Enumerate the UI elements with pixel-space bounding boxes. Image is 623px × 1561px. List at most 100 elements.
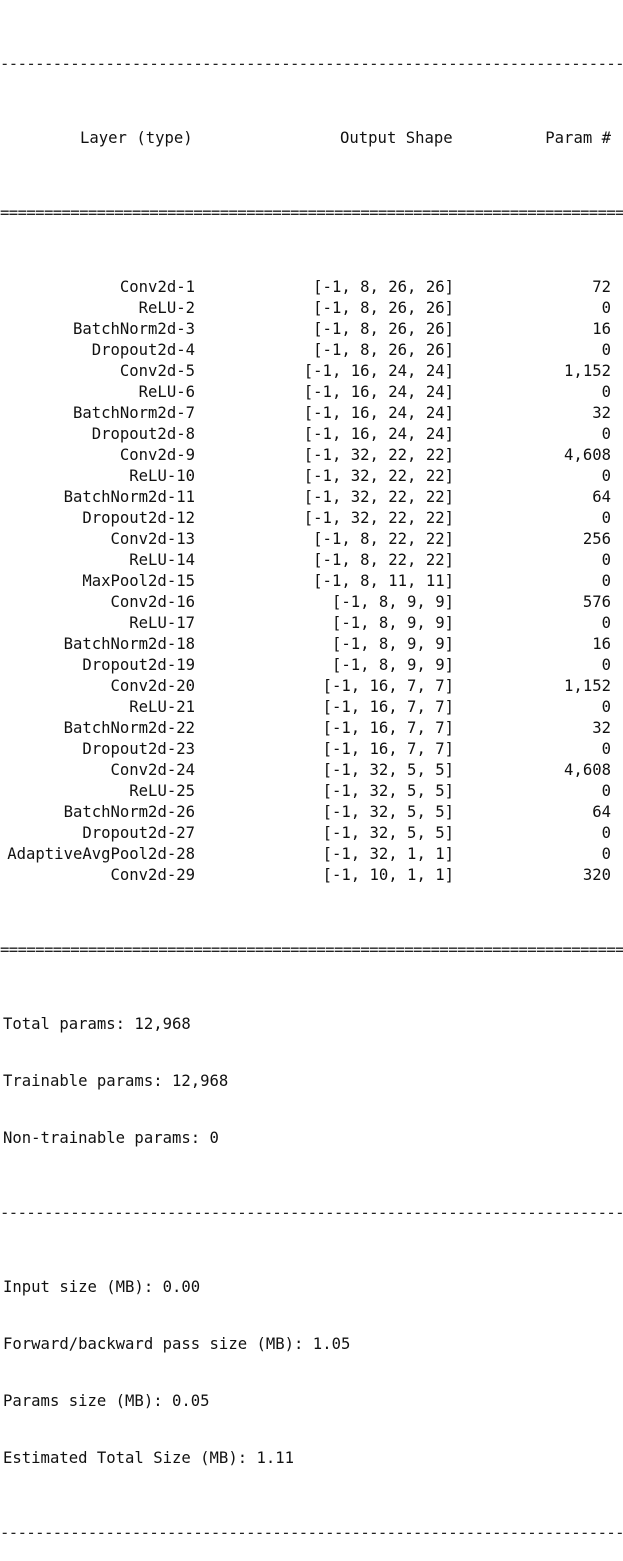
layer-row: Dropout2d-23 [-1, 16, 7, 7] 0 — [0, 739, 623, 760]
layer-name: Dropout2d-8 — [91, 425, 195, 443]
layer-row: Dropout2d-8 [-1, 16, 24, 24] 0 — [0, 424, 623, 445]
layer-output-shape: [-1, 8, 26, 26] — [313, 299, 454, 317]
layer-row: ReLU-21 [-1, 16, 7, 7] 0 — [0, 697, 623, 718]
layer-name: Conv2d-9 — [119, 446, 195, 464]
layer-param-count: 256 — [582, 530, 611, 548]
layer-name: Dropout2d-19 — [82, 656, 195, 674]
layer-name: Dropout2d-27 — [82, 824, 195, 842]
header-row: Layer (type) Output Shape Param # — [0, 128, 623, 149]
layer-row: BatchNorm2d-26 [-1, 32, 5, 5] 64 — [0, 802, 623, 823]
separator-equal-footer: ========================================… — [0, 941, 623, 959]
layer-output-shape: [-1, 16, 24, 24] — [303, 425, 454, 443]
layer-param-count: 0 — [601, 845, 611, 863]
layer-param-count: 16 — [592, 320, 611, 338]
layer-param-count: 0 — [601, 614, 611, 632]
input-size: Input size (MB): 0.00 — [3, 1278, 201, 1296]
layer-row: Conv2d-24 [-1, 32, 5, 5] 4,608 — [0, 760, 623, 781]
layer-name: Conv2d-29 — [110, 866, 196, 884]
layer-name: ReLU-21 — [129, 698, 195, 716]
non-trainable-params: Non-trainable params: 0 — [3, 1129, 219, 1147]
layer-output-shape: [-1, 16, 24, 24] — [303, 404, 454, 422]
layer-output-shape: [-1, 16, 24, 24] — [303, 362, 454, 380]
layer-output-shape: [-1, 16, 7, 7] — [322, 698, 454, 716]
layer-output-shape: [-1, 16, 7, 7] — [322, 677, 454, 695]
layer-row: MaxPool2d-15 [-1, 8, 11, 11] 0 — [0, 571, 623, 592]
layer-row: BatchNorm2d-22 [-1, 16, 7, 7] 32 — [0, 718, 623, 739]
layer-output-shape: [-1, 32, 5, 5] — [322, 803, 454, 821]
layer-output-shape: [-1, 10, 1, 1] — [322, 866, 454, 884]
layer-param-count: 0 — [601, 551, 611, 569]
layer-output-shape: [-1, 32, 5, 5] — [322, 782, 454, 800]
layer-param-count: 0 — [601, 467, 611, 485]
layer-output-shape: [-1, 8, 26, 26] — [313, 320, 454, 338]
layer-row: Dropout2d-19 [-1, 8, 9, 9] 0 — [0, 655, 623, 676]
layer-param-count: 0 — [601, 509, 611, 527]
layer-param-count: 4,608 — [564, 446, 611, 464]
layer-row: ReLU-14 [-1, 8, 22, 22] 0 — [0, 550, 623, 571]
layer-param-count: 32 — [592, 719, 611, 737]
layer-output-shape: [-1, 16, 24, 24] — [303, 383, 454, 401]
total-params: Total params: 12,968 — [3, 1015, 191, 1033]
layer-name: Conv2d-13 — [110, 530, 196, 548]
layer-row: ReLU-6 [-1, 16, 24, 24] 0 — [0, 382, 623, 403]
layer-output-shape: [-1, 32, 22, 22] — [303, 467, 454, 485]
estimated-total-size: Estimated Total Size (MB): 1.11 — [3, 1449, 295, 1467]
layer-name: BatchNorm2d-26 — [63, 803, 195, 821]
layer-name: Conv2d-24 — [110, 761, 196, 779]
layer-param-count: 1,152 — [564, 362, 611, 380]
layer-output-shape: [-1, 8, 9, 9] — [331, 593, 454, 611]
layer-param-count: 576 — [582, 593, 611, 611]
separator-equal-header: ========================================… — [0, 204, 623, 222]
layer-param-count: 0 — [601, 656, 611, 674]
layer-row: Conv2d-1 [-1, 8, 26, 26] 72 — [0, 277, 623, 298]
layer-row: ReLU-25 [-1, 32, 5, 5] 0 — [0, 781, 623, 802]
separator-dash-bottom: ----------------------------------------… — [0, 1524, 623, 1542]
layer-row: Conv2d-5 [-1, 16, 24, 24] 1,152 — [0, 361, 623, 382]
layer-param-count: 32 — [592, 404, 611, 422]
layer-name: MaxPool2d-15 — [82, 572, 195, 590]
header-param-count: Param # — [545, 129, 611, 147]
layer-name: BatchNorm2d-11 — [63, 488, 195, 506]
layer-table-body: Conv2d-1 [-1, 8, 26, 26] 72 ReLU-2 [-1, 8, 2… — [0, 277, 623, 886]
layer-param-count: 0 — [601, 341, 611, 359]
params-size: Params size (MB): 0.05 — [3, 1392, 210, 1410]
layer-name: ReLU-2 — [138, 299, 195, 317]
layer-name: Dropout2d-4 — [91, 341, 195, 359]
layer-row: ReLU-17 [-1, 8, 9, 9] 0 — [0, 613, 623, 634]
layer-param-count: 72 — [592, 278, 611, 296]
separator-dash-top: ----------------------------------------… — [0, 55, 623, 73]
layer-row: Conv2d-16 [-1, 8, 9, 9] 576 — [0, 592, 623, 613]
layer-name: ReLU-10 — [129, 467, 195, 485]
layer-row: Dropout2d-12 [-1, 32, 22, 22] 0 — [0, 508, 623, 529]
layer-output-shape: [-1, 32, 1, 1] — [322, 845, 454, 863]
layer-row: Conv2d-13 [-1, 8, 22, 22] 256 — [0, 529, 623, 550]
layer-name: ReLU-14 — [129, 551, 195, 569]
layer-name: ReLU-25 — [129, 782, 195, 800]
layer-output-shape: [-1, 8, 22, 22] — [313, 530, 454, 548]
layer-output-shape: [-1, 8, 26, 26] — [313, 278, 454, 296]
layer-name: Dropout2d-12 — [82, 509, 195, 527]
layer-param-count: 0 — [601, 572, 611, 590]
trainable-params: Trainable params: 12,968 — [3, 1072, 229, 1090]
layer-row: BatchNorm2d-11 [-1, 32, 22, 22] 64 — [0, 487, 623, 508]
forward-backward-pass-size: Forward/backward pass size (MB): 1.05 — [3, 1335, 351, 1353]
layer-param-count: 0 — [601, 824, 611, 842]
layer-output-shape: [-1, 32, 22, 22] — [303, 509, 454, 527]
layer-row: BatchNorm2d-7 [-1, 16, 24, 24] 32 — [0, 403, 623, 424]
layer-output-shape: [-1, 16, 7, 7] — [322, 740, 454, 758]
header-layer-type: Layer (type) — [80, 129, 193, 147]
layer-output-shape: [-1, 32, 22, 22] — [303, 446, 454, 464]
layer-output-shape: [-1, 8, 9, 9] — [331, 656, 454, 674]
layer-row: Dropout2d-4 [-1, 8, 26, 26] 0 — [0, 340, 623, 361]
separator-dash-middle: ----------------------------------------… — [0, 1204, 623, 1222]
layer-row: AdaptiveAvgPool2d-28 [-1, 32, 1, 1] 0 — [0, 844, 623, 865]
layer-param-count: 0 — [601, 299, 611, 317]
layer-output-shape: [-1, 8, 26, 26] — [313, 341, 454, 359]
layer-param-count: 0 — [601, 383, 611, 401]
layer-output-shape: [-1, 8, 9, 9] — [331, 614, 454, 632]
header-output-shape: Output Shape — [340, 129, 453, 147]
layer-row: Conv2d-29 [-1, 10, 1, 1] 320 — [0, 865, 623, 886]
layer-output-shape: [-1, 16, 7, 7] — [322, 719, 454, 737]
layer-param-count: 64 — [592, 488, 611, 506]
layer-output-shape: [-1, 32, 5, 5] — [322, 761, 454, 779]
